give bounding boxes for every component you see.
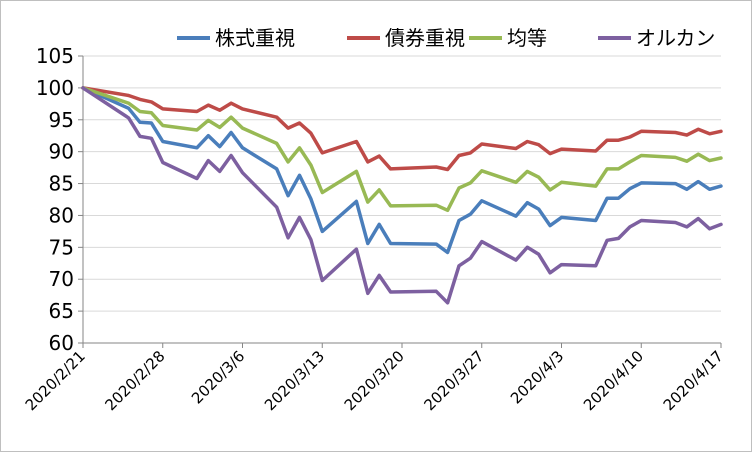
legend-label-3: 均等: [507, 26, 547, 50]
series-line-2: [81, 86, 723, 172]
x-axis-ticks: 2020/2/21 2020/2/28 2020/3/6 2020/3/13 2020/…: [22, 343, 727, 414]
y-tick-label: 80: [49, 203, 74, 227]
series-line-4: [81, 86, 723, 305]
x-tick-label: 2020/2/28: [101, 347, 168, 414]
y-tick-label: 70: [49, 267, 74, 291]
series-lines: [81, 86, 723, 305]
y-tick-label: 100: [36, 76, 74, 100]
legend-label-4: オルカン: [636, 26, 715, 50]
y-tick-label: 90: [49, 140, 74, 164]
axes: [82, 56, 721, 344]
y-tick-label: 75: [49, 235, 74, 259]
y-tick-label: 60: [49, 331, 74, 355]
y-axis-ticks: 60 65 70 75 80 85 90 95 100 105: [36, 44, 83, 355]
y-tick-label: 105: [36, 44, 74, 68]
x-tick-label: 2020/4/3: [507, 347, 567, 407]
x-tick-label: 2020/3/13: [261, 347, 328, 414]
y-tick-label: 85: [49, 172, 74, 196]
x-tick-label: 2020/3/20: [341, 347, 408, 414]
legend-label-2: 債券重視: [385, 26, 465, 50]
x-tick-label: 2020/3/6: [188, 347, 248, 407]
series-line-3: [81, 86, 723, 213]
y-tick-label: 65: [49, 299, 74, 323]
y-tick-label: 95: [49, 108, 74, 132]
gridlines: [83, 55, 721, 312]
x-tick-label: 2020/4/10: [580, 347, 647, 414]
legend-label-1: 株式重視: [215, 26, 295, 50]
series-line-1: [81, 86, 723, 255]
x-tick-label: 2020/4/17: [660, 347, 727, 414]
legend: 株式重視 債券重視 均等 オルカン: [177, 26, 715, 50]
x-tick-label: 2020/2/21: [22, 347, 89, 414]
x-tick-label: 2020/3/27: [420, 347, 487, 414]
